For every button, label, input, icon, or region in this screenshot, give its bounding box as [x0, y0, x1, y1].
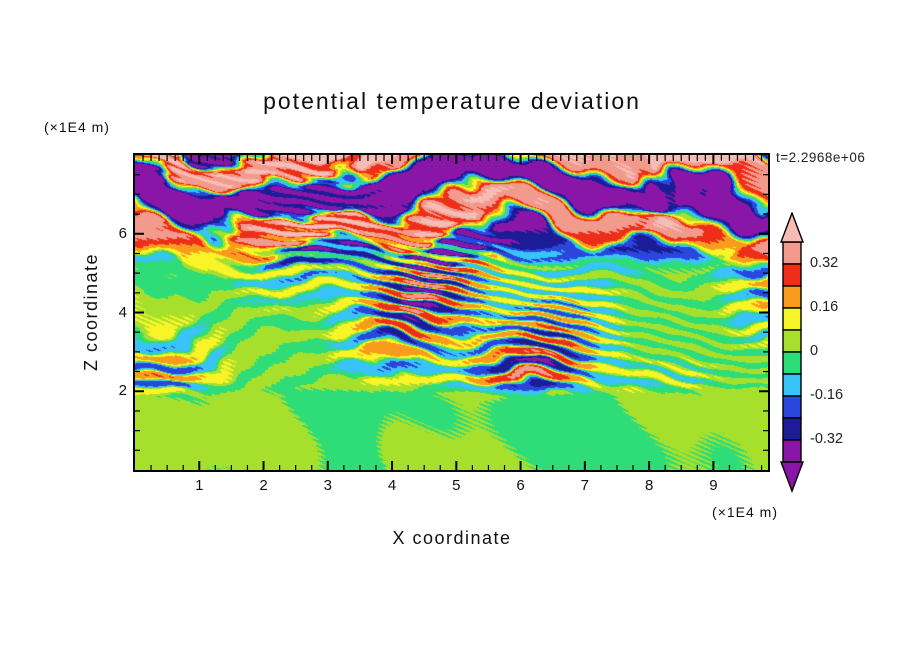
x-axis-unit-label: (×1E4 m) — [712, 504, 778, 520]
colorbar-segment — [782, 263, 802, 287]
colorbar-label: 0.32 — [810, 255, 839, 271]
y-tick-label: 2 — [118, 382, 127, 400]
colorbar-segment — [782, 395, 802, 419]
colorbar-segment — [782, 285, 802, 309]
colorbar-arrow-below-range — [779, 461, 805, 493]
colorbar-segment — [782, 329, 802, 353]
y-tick-label: 4 — [118, 303, 127, 321]
x-tick-label: 2 — [259, 477, 268, 494]
colorbar-segment — [782, 351, 802, 375]
colorbar-segment — [782, 307, 802, 331]
plot-frame — [133, 153, 770, 472]
colorbar-arrow-above-range — [779, 212, 805, 243]
x-tick-label: 1 — [195, 477, 204, 494]
colorbar-label: -0.16 — [810, 387, 844, 403]
x-tick-label: 3 — [323, 477, 332, 494]
x-tick-label: 5 — [452, 477, 461, 494]
colorbar-segment — [782, 241, 802, 265]
colorbar-label: 0 — [810, 343, 819, 359]
colorbar-label: 0.16 — [810, 299, 839, 315]
y-tick-label: 6 — [118, 224, 127, 242]
x-tick-label: 9 — [709, 477, 718, 494]
x-tick-label: 8 — [644, 477, 654, 494]
colorbar-segment — [782, 417, 802, 441]
x-tick-label: 6 — [516, 477, 525, 494]
colorbar-label: -0.32 — [810, 431, 844, 447]
time-annotation: t=2.2968e+06 — [776, 150, 866, 165]
colorbar-segment — [782, 373, 802, 397]
heatmap-canvas — [135, 155, 768, 470]
y-axis-unit-label: (×1E4 m) — [44, 119, 110, 135]
x-axis-title: X coordinate — [392, 528, 512, 548]
colorbar — [779, 212, 805, 493]
x-tick-label: 4 — [387, 477, 397, 494]
x-tick-label: 7 — [580, 477, 590, 494]
chart-title: potential temperature deviation — [263, 88, 641, 114]
colorbar-segment — [782, 439, 802, 463]
